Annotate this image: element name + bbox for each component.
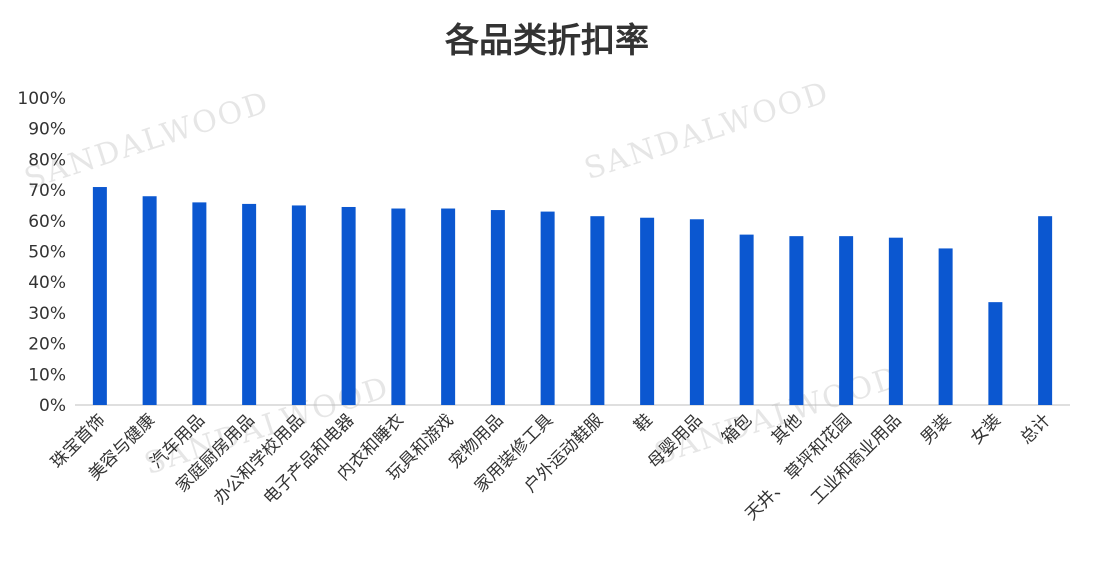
bar bbox=[938, 248, 953, 405]
y-tick-label: 30% bbox=[28, 304, 66, 324]
bars bbox=[92, 187, 1053, 405]
y-axis: 0% 10% 20% 30% 40% 50% 60% 70% 80% 90% 100% bbox=[17, 89, 66, 416]
watermark-text: SANDALWOOD bbox=[580, 75, 834, 187]
x-axis-labels: 珠宝首饰美容与健康汽车用品家庭厨房用品办公和学校用品电子产品和电器内衣和睡衣玩具… bbox=[47, 410, 1054, 524]
bar bbox=[441, 208, 456, 405]
bar bbox=[540, 211, 555, 405]
bar bbox=[92, 187, 107, 405]
x-category-label: 男装 bbox=[917, 410, 955, 448]
y-tick-label: 0% bbox=[39, 396, 66, 416]
y-tick-label: 60% bbox=[28, 212, 66, 232]
bar bbox=[590, 216, 605, 405]
bar bbox=[888, 237, 903, 405]
bar bbox=[789, 236, 804, 405]
y-tick-label: 50% bbox=[28, 243, 66, 263]
y-tick-label: 80% bbox=[28, 150, 66, 170]
bar bbox=[988, 302, 1003, 405]
bar bbox=[1038, 216, 1053, 405]
y-tick-label: 90% bbox=[28, 120, 66, 140]
y-tick-label: 40% bbox=[28, 273, 66, 293]
x-category-label: 总计 bbox=[1016, 410, 1054, 448]
bar bbox=[192, 202, 207, 405]
bar bbox=[739, 234, 754, 405]
bar bbox=[142, 196, 157, 405]
bar bbox=[490, 210, 505, 405]
y-tick-label: 100% bbox=[17, 89, 66, 109]
x-category-label: 工业和商业用品 bbox=[807, 410, 905, 508]
bar bbox=[291, 205, 306, 405]
bar bbox=[391, 208, 406, 405]
y-tick-label: 10% bbox=[28, 365, 66, 385]
bar bbox=[689, 219, 704, 405]
bar bbox=[839, 236, 854, 405]
y-tick-label: 20% bbox=[28, 335, 66, 355]
bar bbox=[242, 203, 257, 405]
y-tick-label: 70% bbox=[28, 181, 66, 201]
bar bbox=[341, 206, 356, 405]
x-category-label: 鞋 bbox=[630, 410, 656, 436]
x-category-label: 女装 bbox=[967, 410, 1005, 448]
chart-title: 各品类折扣率 bbox=[445, 21, 649, 61]
bar bbox=[640, 217, 655, 405]
